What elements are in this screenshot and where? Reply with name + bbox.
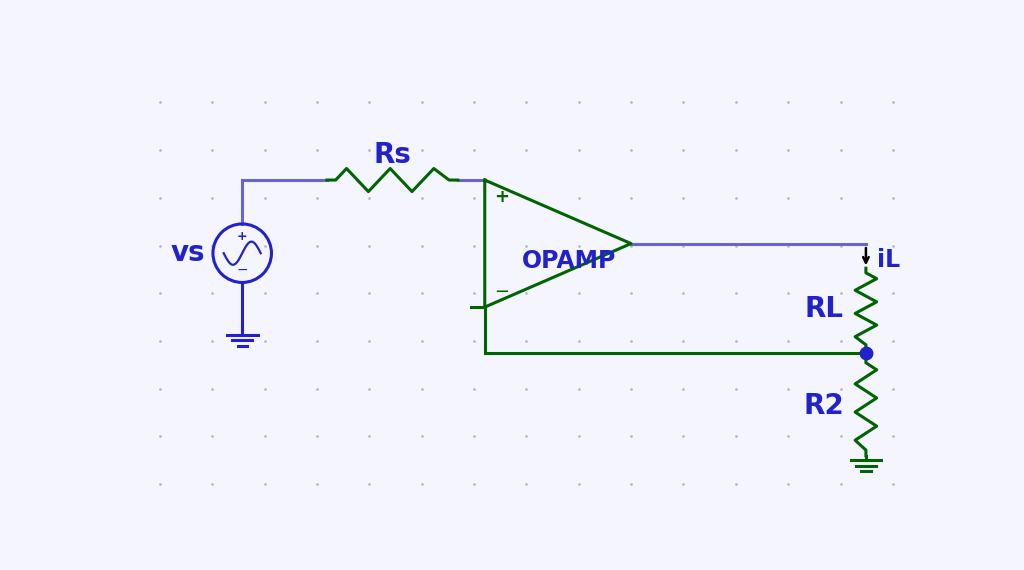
- Text: R2: R2: [803, 392, 844, 421]
- Text: iL: iL: [878, 248, 900, 272]
- Text: vs: vs: [171, 239, 206, 267]
- Text: RL: RL: [804, 295, 843, 323]
- Text: Rs: Rs: [374, 141, 412, 169]
- Text: −: −: [494, 283, 509, 301]
- Text: +: +: [494, 188, 509, 206]
- Text: −: −: [237, 263, 248, 277]
- Text: OPAMP: OPAMP: [522, 249, 616, 272]
- Text: +: +: [237, 230, 248, 243]
